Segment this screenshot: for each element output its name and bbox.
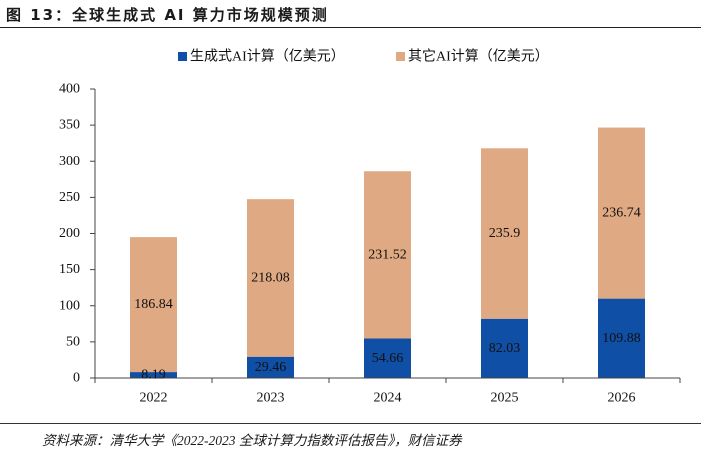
bar-other-ai-2024 xyxy=(364,171,411,339)
y-tick-label-100: 100 xyxy=(59,298,80,313)
bar-other-ai-2025 xyxy=(481,148,528,319)
bar-generative-ai-2023 xyxy=(247,356,294,378)
y-tick-label-50: 50 xyxy=(66,334,80,349)
source-note: 资料来源：清华大学《2022-2023 全球计算力指数评估报告》，财信证券 xyxy=(42,433,462,448)
x-tick-label-2022: 2022 xyxy=(140,391,168,406)
legend-swatch-other-ai xyxy=(396,52,405,61)
bar-other-ai-2022 xyxy=(130,237,177,373)
data-label-other-ai-2024: 231.52 xyxy=(368,247,407,262)
data-label-generative-ai-2026: 109.88 xyxy=(602,331,641,346)
bar-generative-ai-2025 xyxy=(481,318,528,378)
bar-generative-ai-2022 xyxy=(130,372,177,378)
legend-label-generative-ai: 生成式AI计算（亿美元） xyxy=(190,49,345,65)
y-tick-label-300: 300 xyxy=(59,154,80,169)
data-label-generative-ai-2024: 54.66 xyxy=(372,351,404,366)
source-rule xyxy=(0,423,701,424)
y-tick-label-350: 350 xyxy=(59,118,80,133)
figure-title: 图 13：全球生成式 AI 算力市场规模预测 xyxy=(6,6,329,24)
data-label-generative-ai-2025: 82.03 xyxy=(489,341,521,356)
x-tick-label-2026: 2026 xyxy=(608,391,636,406)
y-tick-label-0: 0 xyxy=(73,371,80,386)
data-label-other-ai-2023: 218.08 xyxy=(251,270,290,285)
data-label-generative-ai-2022: 8.19 xyxy=(141,368,166,383)
bar-generative-ai-2026 xyxy=(598,298,645,378)
data-label-generative-ai-2023: 29.46 xyxy=(255,360,287,375)
title-rule xyxy=(0,27,701,28)
bar-generative-ai-2024 xyxy=(364,338,411,378)
y-tick-label-400: 400 xyxy=(59,82,80,97)
bar-other-ai-2026 xyxy=(598,127,645,299)
data-label-other-ai-2026: 236.74 xyxy=(602,206,641,221)
x-tick-label-2024: 2024 xyxy=(374,391,402,406)
legend-label-other-ai: 其它AI计算（亿美元） xyxy=(408,48,549,65)
chart-marks: 0 50 100 150 200 250 300 350 400 2022 2023 2024 2025… xyxy=(59,82,681,406)
y-tick-label-250: 250 xyxy=(59,190,80,205)
legend-swatch-generative-ai xyxy=(178,52,187,61)
data-label-other-ai-2025: 235.9 xyxy=(489,226,521,241)
y-tick-label-150: 150 xyxy=(59,262,80,277)
x-tick-label-2025: 2025 xyxy=(491,391,519,406)
legend: 生成式AI计算（亿美元） 其它AI计算（亿美元） xyxy=(178,48,549,65)
y-tick-label-200: 200 xyxy=(59,226,80,241)
x-tick-label-2023: 2023 xyxy=(257,391,285,406)
data-label-other-ai-2022: 186.84 xyxy=(134,297,173,312)
bar-other-ai-2023 xyxy=(247,199,294,357)
